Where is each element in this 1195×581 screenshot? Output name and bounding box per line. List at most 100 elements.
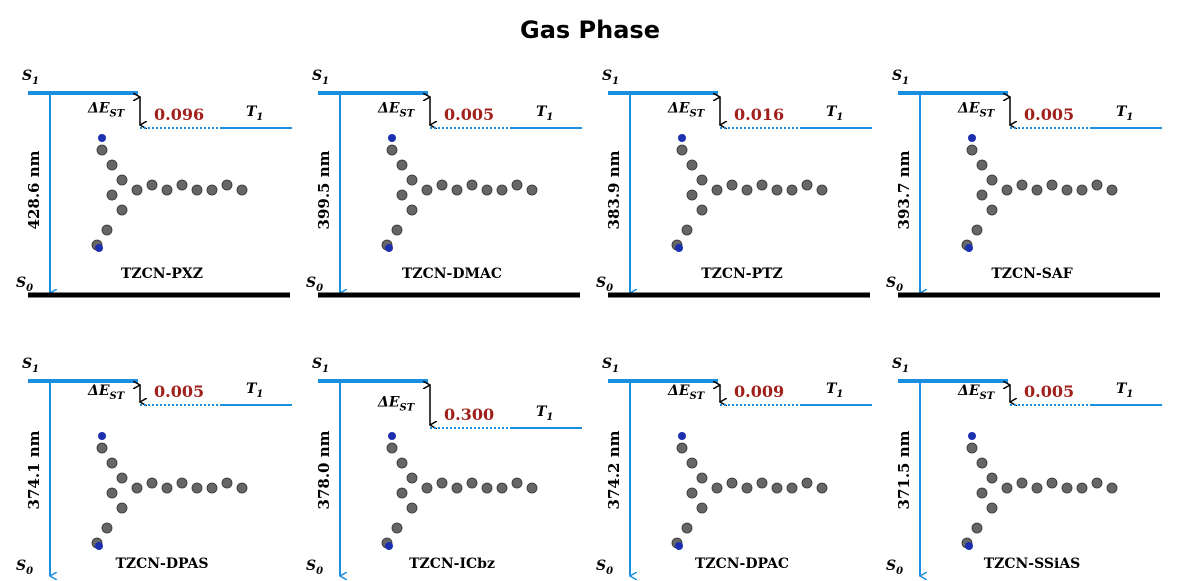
atom (987, 175, 997, 185)
atom (712, 483, 722, 493)
wavelength: 399.5 nm (315, 150, 333, 229)
s1-label-sub: 1 (32, 76, 39, 87)
atom (742, 185, 752, 195)
molecule-name: TZCN-ICbz (409, 556, 495, 572)
atom (687, 458, 697, 468)
delta-est-label: ΔEST (957, 383, 996, 402)
atom (772, 185, 782, 195)
t1-label-sub: 1 (836, 112, 843, 123)
panel: S1T1ΔEST0.005S0374.1 nmTZCN-DPAS (16, 356, 292, 577)
atom (147, 180, 157, 190)
s1-label-sub: 1 (612, 364, 619, 375)
atom (968, 134, 976, 142)
molecule-image (672, 134, 827, 252)
atom (757, 180, 767, 190)
atom (1077, 483, 1087, 493)
s1-label-main: S (312, 68, 322, 84)
atom (397, 458, 407, 468)
delta-est-label: ΔEST (87, 383, 126, 402)
delta-est-label-sub: ST (400, 403, 416, 414)
gap-value: 0.016 (734, 105, 784, 124)
t1-label-sub: 1 (1126, 112, 1133, 123)
atom (1002, 185, 1012, 195)
atom (687, 160, 697, 170)
t1-label: T1 (246, 104, 263, 123)
atom (1077, 185, 1087, 195)
s0-label: S0 (886, 275, 903, 294)
s1-label-main: S (602, 68, 612, 84)
s0-label-main: S (596, 558, 606, 574)
atom (977, 160, 987, 170)
s0-label-sub: 0 (896, 566, 903, 577)
atom (678, 432, 686, 440)
atom (697, 205, 707, 215)
atom (817, 483, 827, 493)
atom (972, 225, 982, 235)
s0-label-sub: 0 (606, 283, 613, 294)
delta-est-label-sub: ST (690, 391, 706, 402)
gap-value: 0.005 (1024, 382, 1074, 401)
atom (757, 478, 767, 488)
atom (987, 473, 997, 483)
atom (407, 175, 417, 185)
delta-est-label: ΔEST (667, 101, 706, 120)
delta-est-label-sub: ST (400, 109, 416, 120)
t1-label-sub: 1 (256, 112, 263, 123)
atom (1017, 180, 1027, 190)
atom (407, 473, 417, 483)
atom (772, 483, 782, 493)
delta-est-label-main: ΔE (667, 383, 690, 399)
atom (512, 180, 522, 190)
s0-label-sub: 0 (316, 566, 323, 577)
t1-label: T1 (1116, 104, 1133, 123)
atom (452, 185, 462, 195)
delta-est-label-main: ΔE (87, 101, 110, 117)
s1-label-sub: 1 (612, 76, 619, 87)
s0-label-main: S (886, 558, 896, 574)
atom (968, 432, 976, 440)
atom (697, 175, 707, 185)
s1-label-sub: 1 (322, 364, 329, 375)
atom (977, 190, 987, 200)
delta-est-label-sub: ST (980, 391, 996, 402)
atom (392, 523, 402, 533)
atom (397, 190, 407, 200)
t1-label-sub: 1 (256, 389, 263, 400)
s1-label-main: S (892, 68, 902, 84)
atom (98, 432, 106, 440)
s0-label: S0 (596, 275, 613, 294)
molecule-image (962, 432, 1117, 550)
atom (102, 523, 112, 533)
atom (437, 478, 447, 488)
delta-est-label: ΔEST (377, 395, 416, 414)
atom (712, 185, 722, 195)
atom (95, 244, 103, 252)
atom (977, 488, 987, 498)
atom (697, 503, 707, 513)
atom (132, 185, 142, 195)
atom (437, 180, 447, 190)
wavelength: 383.9 nm (605, 150, 623, 229)
molecule-image (92, 432, 247, 550)
gap-value: 0.005 (444, 105, 494, 124)
atom (677, 443, 687, 453)
atom (388, 134, 396, 142)
t1-label: T1 (536, 404, 553, 423)
delta-est-label-main: ΔE (667, 101, 690, 117)
atom (977, 458, 987, 468)
atom (397, 488, 407, 498)
atom (1047, 478, 1057, 488)
atom (207, 483, 217, 493)
atom (385, 244, 393, 252)
atom (482, 483, 492, 493)
atom (675, 244, 683, 252)
delta-est-label-sub: ST (690, 109, 706, 120)
molecule-image (382, 432, 537, 550)
s0-label: S0 (596, 558, 613, 577)
atom (687, 488, 697, 498)
atom (687, 190, 697, 200)
atom (422, 185, 432, 195)
atom (192, 483, 202, 493)
s1-label-main: S (602, 356, 612, 372)
t1-label-sub: 1 (546, 412, 553, 423)
